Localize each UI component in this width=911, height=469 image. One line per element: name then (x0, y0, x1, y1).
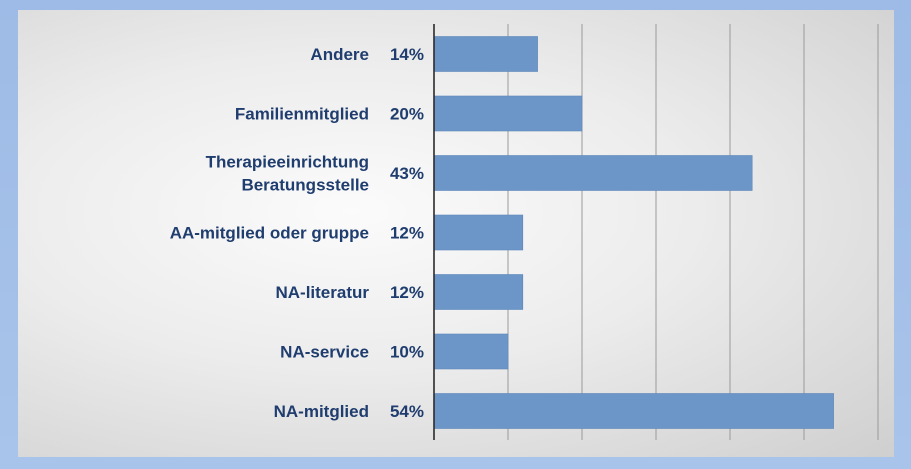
category-label: NA-mitglied (274, 402, 369, 421)
bar (433, 214, 524, 251)
bar (433, 274, 524, 310)
bar (433, 333, 509, 370)
bar (433, 393, 834, 429)
category-label: NA-service (280, 343, 369, 362)
category-label: AA-mitglied oder gruppe (170, 224, 369, 243)
bar (433, 155, 753, 191)
data-label: 10% (390, 343, 424, 362)
category-label: Familienmitglied (235, 105, 369, 124)
category-label: Beratungsstelle (241, 176, 369, 195)
data-label: 43% (390, 164, 424, 183)
bar-chart: Andere 14% Familienmitglied 20% Therapieeinr… (170, 24, 879, 440)
data-label: 12% (390, 283, 424, 302)
data-label: 12% (390, 224, 424, 243)
category-label: Therapieeinrichtung (206, 153, 369, 172)
data-label: 20% (390, 105, 424, 124)
data-label: 14% (390, 45, 424, 64)
category-label: Andere (310, 45, 369, 64)
category-label: NA-literatur (275, 283, 369, 302)
bar (433, 36, 538, 72)
chart-panel: Andere 14% Familienmitglied 20% Therapieeinr… (18, 10, 894, 457)
bar (433, 95, 583, 132)
data-label: 54% (390, 402, 424, 421)
